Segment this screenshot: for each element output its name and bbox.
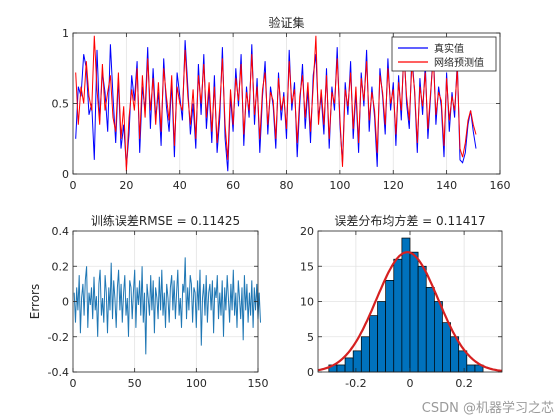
histogram-bar (352, 350, 362, 373)
x-tick-label: 100 (329, 179, 350, 192)
y-tick-label: 0 (62, 296, 69, 309)
x-tick-label: 40 (173, 179, 187, 192)
histogram-bar (401, 237, 411, 373)
legend-label: 真实值 (434, 42, 464, 55)
normal-fit-curve (317, 251, 503, 372)
histogram-bar (434, 301, 443, 373)
x-tick-label: 0 (70, 179, 77, 192)
y-axis-label: Errors (28, 284, 42, 320)
histogram-bar (344, 357, 354, 373)
histogram-bar (442, 322, 451, 373)
histogram-bar (417, 265, 427, 373)
x-tick-label: 100 (186, 377, 207, 390)
y-tick-label: 15 (300, 260, 314, 273)
y-tick-label: -0.2 (48, 331, 69, 344)
histogram-bar (360, 336, 370, 373)
x-tick-label: 60 (226, 179, 240, 192)
legend-box (391, 36, 497, 72)
y-tick-label: 0.2 (52, 260, 70, 273)
histogram-bar (458, 350, 468, 373)
x-tick-label: 0.2 (455, 377, 473, 390)
watermark: CSDN @机器学习之芯 (421, 401, 554, 416)
x-tick-label: 150 (248, 377, 269, 390)
y-tick-label: 10 (300, 296, 314, 309)
x-tick-label: 0 (407, 377, 414, 390)
histogram-bar (385, 280, 395, 373)
histogram-bar (377, 301, 386, 373)
x-tick-label: 0 (70, 377, 77, 390)
y-tick-label: 0.5 (52, 98, 70, 111)
series-line-predicted-values (75, 35, 477, 172)
x-tick-label: 50 (128, 377, 142, 390)
y-tick-label: -0.4 (48, 366, 69, 379)
histogram-bar (369, 315, 378, 373)
chart-title: 误差分布均方差 = 0.11417 (334, 213, 485, 228)
y-tick-label: 0 (307, 366, 314, 379)
x-tick-label: 20 (119, 179, 133, 192)
y-tick-label: 5 (307, 331, 314, 344)
legend-label: 网络预测值 (434, 56, 484, 69)
chart-title: 训练误差RMSE = 0.11425 (91, 213, 240, 228)
y-tick-label: 20 (300, 225, 314, 238)
error-series-line (73, 257, 261, 355)
x-tick-label: 160 (490, 179, 511, 192)
x-tick-label: -0.2 (345, 377, 366, 390)
histogram-bar (466, 364, 476, 373)
histogram-bar (336, 364, 346, 373)
y-tick-label: 0 (62, 168, 69, 181)
y-tick-label: 0.4 (52, 225, 70, 238)
chart-title: 验证集 (268, 15, 304, 30)
y-tick-label: 1 (62, 27, 69, 40)
x-tick-label: 140 (436, 179, 457, 192)
x-tick-label: 120 (383, 179, 404, 192)
axes-2 (317, 230, 503, 373)
axes-1 (72, 230, 261, 373)
x-tick-label: 80 (280, 179, 294, 192)
histogram-bar (409, 251, 419, 373)
histogram-bar (393, 258, 403, 373)
histogram-bar (425, 287, 435, 373)
